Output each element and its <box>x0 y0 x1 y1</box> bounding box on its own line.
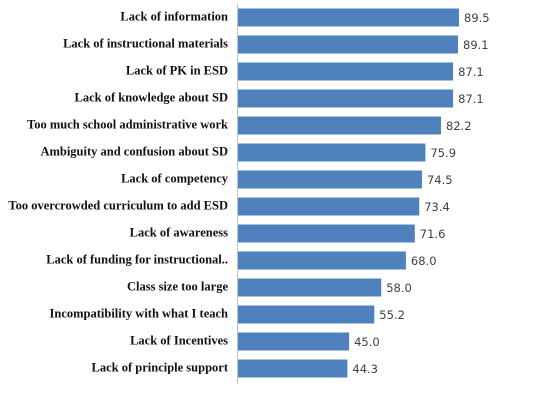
value-label: 87.1 <box>458 65 484 79</box>
category-label: Lack of knowledge about SD <box>75 90 229 104</box>
value-label: 75.9 <box>430 146 456 160</box>
category-label: Lack of principle support <box>92 360 229 374</box>
bar <box>238 224 415 243</box>
bar <box>238 305 375 324</box>
bar <box>238 332 350 351</box>
category-label: Lack of competency <box>121 171 229 185</box>
bar <box>238 170 422 189</box>
category-label: Lack of Incentives <box>130 333 228 347</box>
value-label: 44.3 <box>352 362 378 376</box>
bar <box>238 197 420 216</box>
category-label: Class size too large <box>127 279 228 293</box>
value-label: 68.0 <box>411 254 437 268</box>
category-label: Lack of instructional materials <box>63 36 228 50</box>
category-label: Too overcrowded curriculum to add ESD <box>8 198 228 212</box>
bar <box>238 359 348 378</box>
bar <box>238 8 459 27</box>
bar <box>238 89 454 108</box>
category-label: Incompatibility with what I teach <box>50 306 229 320</box>
value-label: 87.1 <box>458 92 484 106</box>
value-label: 73.4 <box>424 200 450 214</box>
bar <box>238 35 459 54</box>
bar <box>238 251 406 270</box>
bar <box>238 278 382 297</box>
value-label: 71.6 <box>420 227 446 241</box>
value-label: 55.2 <box>379 308 405 322</box>
bar <box>238 62 454 81</box>
value-label: 82.2 <box>446 119 472 133</box>
value-label: 58.0 <box>386 281 412 295</box>
category-label: Ambiguity and confusion about SD <box>40 144 228 158</box>
category-label: Lack of funding for instructional.. <box>46 252 228 266</box>
category-label: Too much school administrative work <box>27 117 228 131</box>
value-label: 89.1 <box>463 38 489 52</box>
value-label: 89.5 <box>464 11 490 25</box>
value-label: 74.5 <box>427 173 453 187</box>
bar <box>238 116 441 135</box>
bar <box>238 143 426 162</box>
category-label: Lack of information <box>120 9 228 23</box>
category-label: Lack of awareness <box>130 225 229 239</box>
category-label: Lack of PK in ESD <box>126 63 228 77</box>
value-label: 45.0 <box>354 335 380 349</box>
